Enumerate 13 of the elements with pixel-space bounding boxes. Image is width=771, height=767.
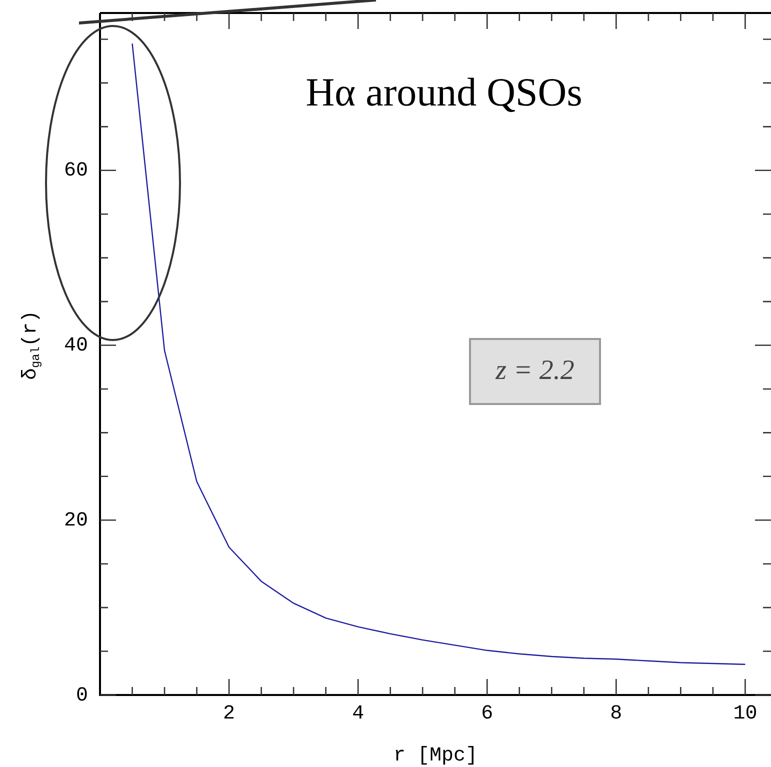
y-tick-label: 0 bbox=[76, 684, 88, 708]
x-tick-label: 10 bbox=[733, 702, 758, 726]
x-tick-label: 6 bbox=[481, 702, 494, 726]
x-tick-label: 2 bbox=[223, 702, 236, 726]
y-tick-label: 20 bbox=[64, 509, 88, 532]
x-tick-label: 8 bbox=[610, 702, 622, 726]
y-axis-title: δgal(r) bbox=[19, 310, 44, 380]
text: Hα around QSOs bbox=[306, 70, 582, 114]
y-tick-label: 60 bbox=[64, 160, 88, 183]
y-tick-label: 40 bbox=[64, 334, 88, 358]
annotation: z = 2.2 bbox=[494, 354, 574, 386]
x-tick-label: 4 bbox=[352, 702, 364, 726]
x-axis-title: r [Mpc] bbox=[393, 744, 478, 767]
